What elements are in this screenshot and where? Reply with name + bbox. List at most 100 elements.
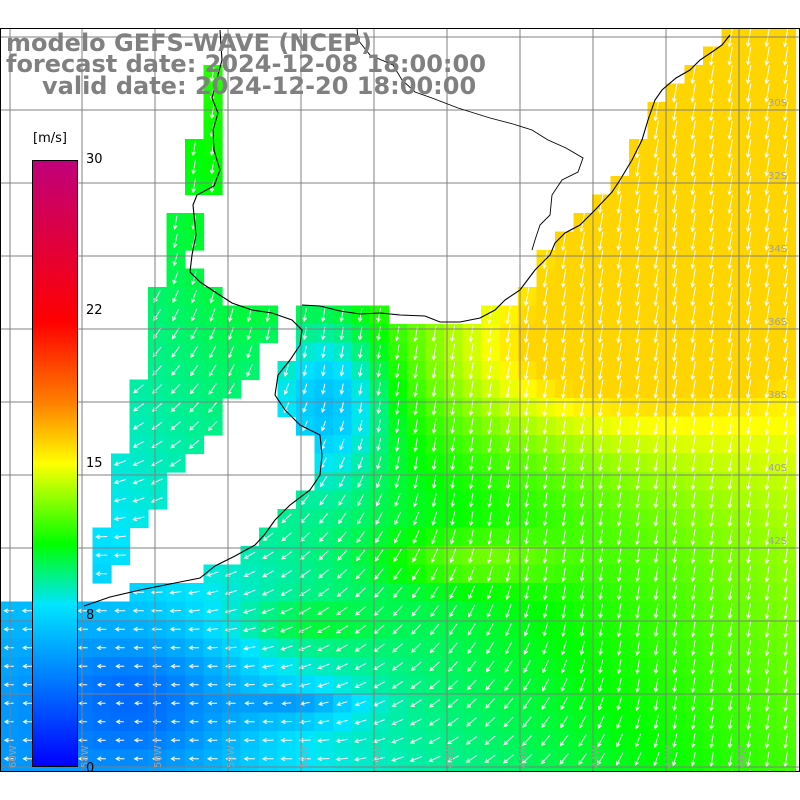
wind-arrow [783, 621, 789, 638]
wind-arrow [337, 512, 347, 525]
wind-arrow [320, 475, 328, 488]
wind-arrow [22, 645, 33, 651]
wind-arrow [616, 379, 622, 399]
wind-arrow [468, 474, 474, 490]
wind-arrow [653, 250, 659, 270]
wind-arrow [616, 268, 622, 288]
wind-arrow [653, 268, 659, 288]
wind-direction-arrows [3, 28, 789, 782]
wind-arrow [616, 584, 622, 601]
wind-cell [481, 768, 501, 772]
wind-arrow [782, 194, 789, 214]
lat-label: 36S [768, 317, 787, 328]
wind-arrow [635, 435, 641, 454]
wind-arrow [468, 455, 474, 471]
wind-arrow [764, 584, 770, 601]
wind-arrow [413, 381, 419, 398]
wind-arrow [505, 436, 511, 453]
wind-arrow [560, 678, 568, 692]
wind-arrow [413, 474, 419, 489]
wind-arrow [339, 364, 345, 377]
wind-arrow [597, 379, 604, 399]
wind-arrow [523, 678, 532, 692]
wind-arrow [709, 547, 715, 564]
wind-arrow [635, 473, 641, 491]
wind-arrow [672, 529, 678, 546]
wind-arrow [676, 770, 679, 772]
wind-arrow [115, 756, 125, 762]
wind-arrow [709, 435, 715, 454]
colorbar-unit: m/s [31, 131, 69, 146]
wind-arrow [319, 494, 328, 506]
wind-arrow [653, 547, 659, 564]
wind-arrow [374, 549, 384, 562]
wind-arrow [764, 695, 770, 712]
wind-arrow [487, 492, 492, 508]
wind-arrow [335, 756, 349, 762]
wind-arrow [782, 102, 789, 122]
wind-arrow [447, 698, 459, 708]
wind-arrow [616, 603, 622, 619]
wind-arrow [690, 102, 696, 122]
wind-arrow [522, 697, 532, 710]
wind-arrow [764, 473, 770, 491]
wind-arrow [727, 435, 733, 454]
wind-arrow [354, 662, 367, 670]
wind-arrow [172, 234, 178, 249]
wind-arrow [541, 773, 550, 782]
wind-arrow [170, 383, 181, 395]
wind-arrow [616, 417, 622, 436]
wind-arrow [373, 776, 385, 780]
wind-arrow [503, 697, 514, 710]
wind-arrow [338, 494, 346, 506]
wind-arrow [413, 344, 419, 361]
wind-arrow [113, 497, 126, 503]
wind-arrow [653, 529, 659, 546]
wind-arrow [690, 139, 696, 159]
wind-arrow [172, 252, 179, 267]
wind-arrow [745, 65, 752, 85]
wind-arrow [541, 697, 550, 710]
wind-arrow [579, 231, 585, 251]
wind-arrow [132, 459, 145, 466]
wind-arrow [542, 473, 548, 490]
wind-arrow [411, 775, 422, 779]
wind-arrow [391, 718, 404, 726]
wind-arrow [708, 65, 715, 85]
wind-arrow [727, 379, 733, 399]
wind-arrow [504, 773, 514, 781]
wind-cell [740, 768, 760, 772]
wind-arrow [113, 534, 126, 540]
wind-arrow [22, 663, 33, 669]
wind-arrow [560, 379, 567, 399]
wind-arrow [783, 454, 789, 473]
wind-arrow [653, 584, 659, 601]
wind-arrow [468, 418, 474, 435]
wind-arrow [524, 492, 530, 508]
colorbar-tick-15: 15 [86, 456, 103, 471]
wind-arrow [261, 664, 274, 669]
wind-arrow [338, 475, 346, 488]
wind-arrow [561, 492, 567, 509]
wind-arrow [355, 549, 366, 562]
wind-arrow [616, 287, 622, 307]
wind-arrow [708, 268, 715, 288]
wind-arrow [764, 268, 770, 288]
wind-arrow [764, 714, 770, 731]
wind-arrow [635, 622, 640, 638]
wind-arrow [653, 510, 659, 527]
wind-arrow [392, 624, 403, 635]
wind-arrow [690, 454, 696, 472]
wind-arrow [523, 287, 530, 307]
wind-arrow [450, 380, 456, 398]
wind-cell [55, 768, 75, 772]
wind-arrow [746, 640, 752, 657]
wind-arrow [116, 775, 125, 779]
wind-arrow [189, 383, 199, 395]
wind-arrow [616, 622, 622, 638]
wind-arrow [672, 696, 677, 712]
wind-arrow [560, 398, 567, 417]
wind-arrow [690, 733, 696, 749]
wind-arrow [616, 435, 622, 454]
wind-arrow [542, 622, 549, 637]
